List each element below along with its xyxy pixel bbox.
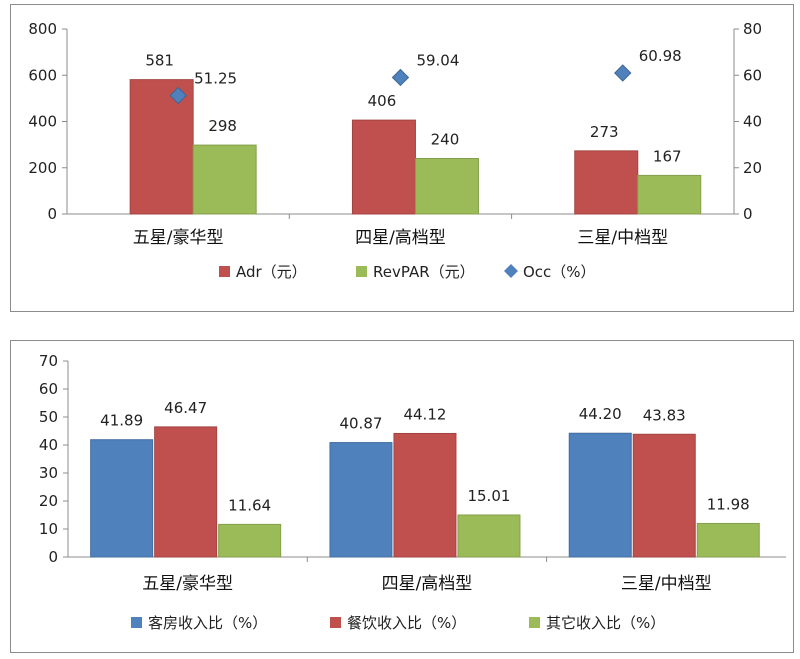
chart-bottom: 0 10 20 30 40 50 60 70 五星/豪华型 四星/高档型 三星/中档型 41.89 40… [39, 352, 786, 632]
category-label: 五星/豪华型 [142, 573, 233, 594]
bar-food [154, 426, 218, 558]
bar-revpar [637, 174, 702, 215]
legend-swatch [330, 617, 341, 628]
y2-tick-label: 80 [743, 20, 762, 38]
legend-label: Adr（元） [236, 263, 307, 281]
bar-revpar [414, 158, 479, 215]
data-label: 43.83 [643, 406, 686, 424]
data-label: 240 [431, 131, 460, 149]
legend-swatch [529, 617, 540, 628]
data-label: 11.98 [707, 495, 750, 513]
data-label: 167 [653, 147, 682, 165]
chart-panel-bottom: 0 10 20 30 40 50 60 70 五星/豪华型 四星/高档型 三星/中档型 41.89 40… [10, 340, 794, 653]
bar-revpar [192, 144, 257, 215]
category-label: 五星/豪华型 [133, 227, 224, 248]
y2-tick-label: 40 [743, 113, 762, 131]
legend-label: RevPAR（元） [373, 263, 475, 281]
bar-food [632, 433, 696, 558]
legend-label: 客房收入比（%） [148, 614, 267, 632]
bar-other [218, 523, 282, 558]
data-label: 15.01 [467, 487, 510, 505]
bar-adr [351, 119, 416, 215]
y-tick-label: 40 [39, 436, 58, 454]
y-tick-label: 200 [28, 159, 57, 177]
chart-panel-top: 0 200 400 600 800 0 20 40 60 80 五星/豪华型 四星/高档型 三星/中档型… [10, 4, 794, 312]
data-label: 44.12 [403, 405, 446, 423]
legend-swatch [131, 617, 142, 628]
data-label: 44.20 [579, 405, 622, 423]
bar-other [696, 522, 760, 558]
data-label: 581 [145, 52, 174, 70]
y2-tick-label: 60 [743, 66, 762, 84]
bar-room [329, 442, 393, 558]
data-label: 40.87 [339, 415, 382, 433]
chart-top: 0 200 400 600 800 0 20 40 60 80 五星/豪华型 四星/高档型 三星/中档型… [28, 20, 762, 281]
bar-adr [574, 150, 639, 215]
y-tick-label: 30 [39, 464, 58, 482]
data-label: 11.64 [228, 496, 271, 514]
y2-tick-label: 20 [743, 159, 762, 177]
occ-marker [169, 86, 187, 105]
legend-label: 其它收入比（%） [546, 614, 665, 632]
bar-adr [129, 79, 194, 215]
category-label: 三星/中档型 [621, 574, 712, 594]
y-tick-label: 800 [28, 20, 57, 38]
category-label: 三星/中档型 [577, 228, 668, 248]
category-label: 四星/高档型 [382, 574, 473, 594]
y-tick-label: 10 [39, 520, 58, 538]
bar-other [457, 514, 521, 558]
y-tick-label: 50 [39, 408, 58, 426]
occ-marker [614, 64, 632, 82]
data-label: 41.89 [100, 412, 143, 430]
y-tick-label: 20 [39, 492, 58, 510]
legend-swatch [356, 266, 367, 277]
legend-swatch [219, 266, 230, 277]
data-label: 51.25 [194, 69, 237, 87]
data-label: 60.98 [639, 47, 682, 65]
data-label: 273 [590, 123, 619, 141]
bar-food [393, 432, 457, 558]
y-tick-label: 0 [48, 548, 58, 566]
y-tick-label: 70 [39, 352, 58, 370]
data-label: 46.47 [164, 399, 207, 417]
data-label: 406 [368, 92, 397, 110]
y-tick-label: 400 [28, 113, 57, 131]
bar-room [568, 432, 632, 558]
y-tick-label: 60 [39, 380, 58, 398]
category-label: 四星/高档型 [355, 228, 446, 248]
data-label: 59.04 [416, 51, 459, 69]
occ-marker [391, 68, 410, 87]
y2-tick-label: 0 [743, 205, 753, 223]
data-label: 298 [208, 117, 237, 135]
legend-swatch [504, 264, 518, 278]
bar-room [90, 439, 154, 558]
y-tick-label: 0 [47, 205, 57, 223]
legend-label: 餐饮收入比（%） [347, 614, 466, 632]
y-tick-label: 600 [28, 66, 57, 84]
legend-label: Occ（%） [523, 263, 596, 281]
